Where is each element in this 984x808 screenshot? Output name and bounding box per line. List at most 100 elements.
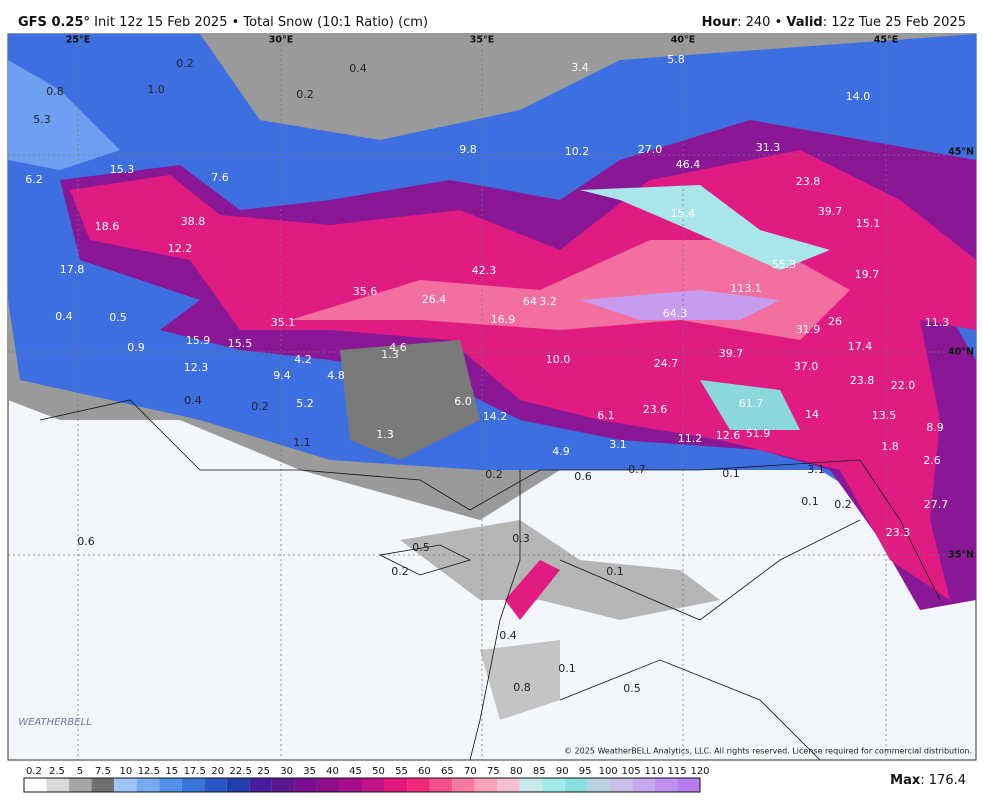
map-value-label: 0.3: [512, 532, 530, 545]
colorbar-label: 15: [165, 766, 178, 777]
colorbar-swatch: [181, 778, 205, 792]
lon-label: 45°E: [874, 35, 898, 46]
colorbar-label: 7.5: [95, 766, 111, 777]
colorbar-swatch: [519, 778, 543, 792]
colorbar-label: 120: [690, 766, 709, 777]
colorbar-swatch: [654, 778, 678, 792]
lon-label: 35°E: [470, 35, 494, 46]
map-value-label: 23.6: [643, 403, 668, 416]
map-value-label: 17.4: [848, 340, 873, 353]
colorbar-label: 65: [441, 766, 454, 777]
map-value-label: 0.7: [628, 463, 646, 476]
map-value-label: 17.8: [60, 263, 85, 276]
map-value-label: 1.3: [376, 428, 394, 441]
map-value-labels: 0.2 0.4 3.4 5.8 0.8 1.0 0.2 14.0 5.3 9.8 10.2 27.0 3…: [25, 53, 949, 695]
colorbar-label: 45: [349, 766, 362, 777]
map-value-label: 0.9: [127, 341, 145, 354]
colorbar-swatch: [46, 778, 70, 792]
map-value-label: 5.2: [296, 397, 314, 410]
colorbar-swatch: [114, 778, 137, 792]
map-value-label: 0.5: [412, 541, 430, 554]
colorbar-swatch: [677, 778, 700, 792]
map-value-label: 37.0: [794, 360, 819, 373]
valid-time: Hour: 240 • Valid: 12z Tue 25 Feb 2025: [702, 15, 966, 30]
map-value-label: 4.6: [389, 341, 407, 354]
map-value-label: 1.1: [293, 436, 311, 449]
colorbar-swatch: [609, 778, 633, 792]
map-value-label: 5.3: [33, 113, 51, 126]
map-value-label: 4.8: [327, 369, 345, 382]
map-value-label: 15.9: [186, 334, 211, 347]
map-value-label: 0.6: [77, 535, 95, 548]
colorbar-label: 25: [257, 766, 270, 777]
colorbar-label: 60: [418, 766, 431, 777]
map-value-label: 15.4: [671, 207, 696, 220]
colorbar: 0.2 2.5 5 7.5 10 12.5 15 17.5 20 22.5 25 30 35 40 45 50…: [23, 766, 710, 793]
colorbar-label: 90: [556, 766, 569, 777]
map-value-label: 3.1: [609, 438, 627, 451]
colorbar-swatch: [271, 778, 295, 792]
map-value-label: 42.3: [472, 264, 497, 277]
map-value-label: 35.1: [271, 316, 296, 329]
colorbar-swatch: [632, 778, 655, 792]
map-value-label: 4.2: [294, 353, 312, 366]
map-value-label: 15.5: [228, 337, 253, 350]
map: [7, 33, 977, 761]
map-value-label: 3.1: [807, 463, 825, 476]
colorbar-swatch: [91, 778, 115, 792]
map-value-label: 15.3: [110, 163, 135, 176]
map-value-label: 11.3: [925, 316, 950, 329]
colorbar-label: 30: [280, 766, 293, 777]
lon-label: 25°E: [66, 35, 90, 46]
map-value-label: 2.6: [923, 454, 941, 467]
colorbar-swatch: [587, 778, 610, 792]
colorbar-swatch: [316, 778, 340, 792]
map-value-label: 4.9: [552, 445, 570, 458]
max-value: Max: 176.4: [890, 773, 966, 788]
map-value-label: 0.2: [176, 57, 194, 70]
colorbar-label: 12.5: [138, 766, 160, 777]
map-value-label: 61.7: [739, 397, 764, 410]
map-value-label: 23.3: [886, 526, 911, 539]
map-value-label: 14.2: [483, 410, 508, 423]
map-value-label: 27.7: [924, 498, 949, 511]
map-value-label: 12.2: [168, 242, 193, 255]
colorbar-label: 50: [372, 766, 385, 777]
colorbar-swatch: [362, 778, 385, 792]
colorbar-label: 20: [211, 766, 224, 777]
colorbar-frame: [23, 777, 701, 793]
lat-label: 45°N: [948, 147, 974, 158]
map-value-label: 0.8: [46, 85, 64, 98]
map-value-label: 39.7: [719, 347, 744, 360]
colorbar-label: 17.5: [184, 766, 206, 777]
map-value-label: 0.5: [109, 311, 127, 324]
map-value-label: 14.0: [846, 90, 871, 103]
map-value-label: 22.0: [891, 379, 916, 392]
colorbar-swatch: [339, 778, 362, 792]
map-value-label: 10.0: [546, 353, 571, 366]
map-value-label: 0.2: [834, 498, 852, 511]
map-value-label: 24.7: [654, 357, 679, 370]
colorbar-label: 40: [326, 766, 339, 777]
map-value-label: 64.3: [663, 307, 688, 320]
map-value-label: 26: [828, 315, 842, 328]
map-value-label: 0.4: [184, 394, 202, 407]
map-value-label: 46.4: [676, 158, 701, 171]
map-value-label: 5.8: [667, 53, 685, 66]
lat-label: 40°N: [948, 347, 974, 358]
colorbar-swatch: [474, 778, 498, 792]
map-value-label: 55.3: [772, 258, 797, 271]
colorbar-label: 22.5: [230, 766, 252, 777]
colorbar-label: 10: [119, 766, 132, 777]
colorbar-label: 95: [579, 766, 592, 777]
map-value-label: 0.2: [296, 88, 314, 101]
colorbar-label: 110: [645, 766, 664, 777]
map-value-label: 3.2: [539, 295, 557, 308]
colorbar-label: 75: [487, 766, 500, 777]
map-value-label: 18.6: [95, 220, 120, 233]
colorbar-swatch: [452, 778, 475, 792]
borders: [39, 399, 941, 761]
map-value-label: 6.2: [25, 173, 43, 186]
